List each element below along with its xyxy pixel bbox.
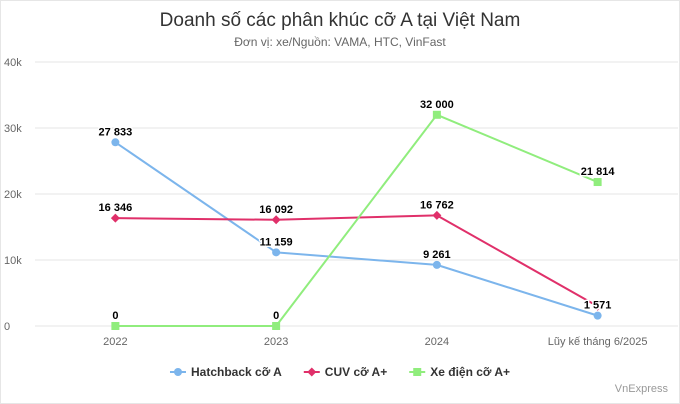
data-labels: 27 833 11 159 9 261 1 571 16 346 16 092 16 762… [97, 97, 617, 323]
legend[interactable]: Hatchback cỡ A CUV cỡ A+ Xe điện cỡ A+ [169, 365, 510, 379]
data-label: 9 261 [423, 249, 451, 261]
data-point[interactable] [432, 110, 441, 119]
y-tick-label: 30k [4, 123, 22, 135]
grid-lines [35, 61, 678, 327]
series-2 [110, 210, 603, 311]
y-tick-label: 10k [4, 255, 22, 267]
series-line[interactable] [114, 214, 599, 308]
data-point[interactable] [432, 260, 441, 269]
x-tick-label: 2023 [264, 336, 288, 348]
chart-title: Doanh số các phân khúc cỡ A tại Việt Nam [160, 10, 521, 31]
y-axis: 0 10k 20k 30k 40k [4, 57, 22, 333]
credit-text: VnExpress [615, 383, 669, 395]
series-1 [111, 138, 602, 320]
legend-marker [413, 368, 422, 376]
data-label: 32 000 [420, 99, 454, 111]
data-label: 1 571 [584, 300, 612, 312]
y-tick-label: 0 [4, 321, 10, 333]
data-label: 21 814 [581, 166, 616, 178]
legend-label: Hatchback cỡ A [191, 365, 282, 379]
legend-item[interactable]: Hatchback cỡ A [169, 365, 282, 379]
data-label: 16 762 [420, 199, 454, 211]
data-point[interactable] [111, 322, 120, 330]
series-line[interactable] [114, 141, 599, 317]
chart-subtitle: Đơn vị: xe/Nguồn: VAMA, HTC, VinFast [234, 35, 446, 49]
y-tick-label: 20k [4, 189, 22, 201]
series-3 [111, 110, 602, 330]
data-label: 0 [112, 310, 118, 322]
x-tick-label: 2024 [425, 336, 449, 348]
data-point[interactable] [110, 213, 120, 223]
data-point[interactable] [271, 215, 281, 225]
legend-label: CUV cỡ A+ [325, 365, 387, 379]
series-line[interactable] [114, 113, 599, 327]
legend-item[interactable]: CUV cỡ A+ [303, 365, 387, 379]
data-label: 16 346 [99, 202, 133, 214]
data-label: 0 [273, 310, 279, 322]
data-label: 27 833 [99, 126, 133, 138]
y-tick-label: 40k [4, 57, 22, 69]
data-point[interactable] [432, 210, 442, 220]
data-point[interactable] [593, 178, 602, 187]
legend-label: Xe điện cỡ A+ [430, 365, 510, 379]
data-point[interactable] [272, 248, 281, 257]
series-lines [110, 110, 603, 330]
data-point[interactable] [111, 138, 120, 147]
data-label: 11 159 [260, 236, 293, 248]
data-label: 16 092 [259, 204, 293, 216]
legend-marker [307, 367, 317, 377]
x-tick-label: 2022 [103, 336, 127, 348]
data-point[interactable] [272, 322, 281, 330]
x-axis: 2022 2023 2024 Lũy kế tháng 6/2025 [103, 336, 647, 348]
legend-marker [173, 368, 182, 376]
legend-item[interactable]: Xe điện cỡ A+ [409, 365, 510, 379]
data-point[interactable] [593, 301, 603, 311]
data-point[interactable] [593, 311, 602, 320]
x-tick-label: Lũy kế tháng 6/2025 [548, 336, 648, 348]
